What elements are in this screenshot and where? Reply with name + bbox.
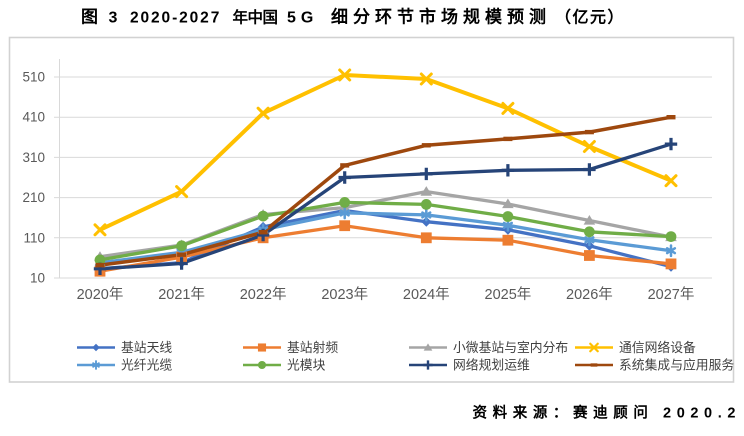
svg-text:2021年: 2021年 (158, 286, 205, 303)
svg-text:210: 210 (22, 190, 45, 205)
svg-text:2022年: 2022年 (240, 286, 287, 303)
svg-text:310: 310 (22, 150, 45, 165)
svg-text:410: 410 (22, 110, 45, 125)
svg-text:110: 110 (23, 230, 45, 245)
svg-text:光纤光缆: 光纤光缆 (121, 358, 172, 373)
svg-text:10: 10 (30, 271, 45, 286)
svg-text:基站射频: 基站射频 (287, 340, 338, 355)
svg-text:通信网络设备: 通信网络设备 (619, 340, 696, 355)
svg-text:2026年: 2026年 (566, 286, 613, 303)
svg-text:2020年: 2020年 (77, 286, 124, 303)
svg-text:光模块: 光模块 (287, 358, 326, 373)
svg-text:510: 510 (22, 70, 45, 85)
svg-text:资料来源：赛迪顾问 2020.2: 资料来源：赛迪顾问 2020.2 (473, 404, 741, 422)
svg-text:网络规划运维: 网络规划运维 (453, 358, 530, 373)
svg-text:小微基站与室内分布: 小微基站与室内分布 (453, 340, 568, 355)
svg-text:系统集成与应用服务: 系统集成与应用服务 (619, 358, 734, 373)
svg-text:基站天线: 基站天线 (121, 340, 172, 355)
svg-text:2024年: 2024年 (403, 286, 450, 303)
svg-text:2023年: 2023年 (321, 286, 368, 303)
svg-text:2025年: 2025年 (485, 286, 532, 303)
svg-text:2027年: 2027年 (648, 286, 695, 303)
